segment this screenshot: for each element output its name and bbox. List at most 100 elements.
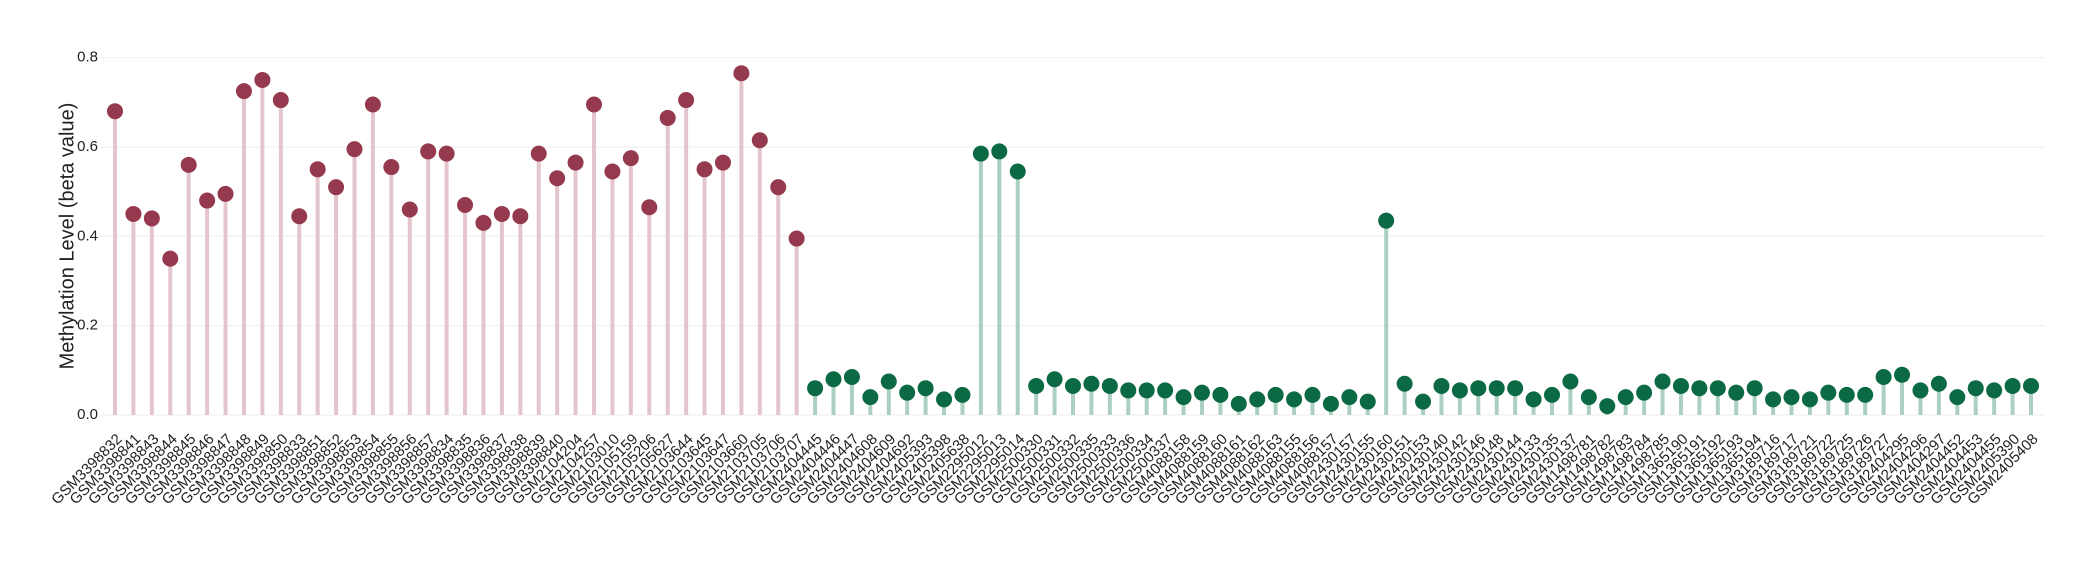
dot: [401, 201, 418, 218]
dot: [1304, 386, 1321, 403]
dot: [880, 373, 897, 390]
dot: [1967, 380, 1984, 397]
dot: [917, 380, 934, 397]
dot: [1322, 395, 1339, 412]
dot: [1046, 371, 1063, 388]
dot: [1415, 393, 1432, 410]
dot: [1396, 375, 1413, 392]
dot: [622, 150, 639, 167]
dot: [1009, 163, 1026, 180]
dot: [346, 141, 363, 158]
dot: [235, 83, 252, 100]
dot: [586, 96, 602, 113]
dot: [641, 199, 658, 216]
dot: [1820, 384, 1837, 401]
y-tick-label: 0.0: [77, 406, 98, 423]
dot: [2004, 377, 2021, 394]
dot: [1249, 391, 1266, 408]
dot: [1378, 212, 1395, 229]
dot: [457, 197, 474, 214]
dot: [936, 391, 953, 408]
dot: [1580, 389, 1597, 406]
dot: [1562, 373, 1579, 390]
dot: [438, 145, 455, 162]
dot: [1672, 377, 1689, 394]
dot: [125, 205, 142, 222]
dot: [1451, 382, 1468, 399]
dot: [1765, 391, 1782, 408]
dot: [1746, 380, 1763, 397]
y-tick-label: 0.6: [77, 138, 98, 155]
dot: [1138, 382, 1155, 399]
dot: [493, 205, 510, 222]
dot: [659, 109, 676, 126]
dot: [1507, 380, 1524, 397]
dot: [696, 161, 713, 178]
dot: [143, 210, 160, 227]
dot: [1875, 369, 1892, 386]
dot: [954, 386, 971, 403]
dot: [1930, 375, 1947, 392]
dot: [1175, 389, 1192, 406]
dot: [107, 103, 123, 120]
dot: [1709, 380, 1726, 397]
dot: [2023, 377, 2039, 394]
dot: [604, 163, 621, 180]
dot: [899, 384, 916, 401]
y-tick-label: 0.4: [77, 227, 98, 244]
dot: [1433, 377, 1450, 394]
dot: [199, 192, 216, 209]
dot: [364, 96, 381, 113]
dot: [328, 179, 345, 196]
dot: [475, 214, 492, 231]
dot: [1544, 386, 1560, 403]
dot: [217, 185, 234, 202]
dot: [1636, 384, 1653, 401]
dot: [1857, 386, 1874, 403]
y-tick-label: 0.8: [77, 49, 98, 66]
dot: [1083, 375, 1100, 392]
dot: [1230, 395, 1247, 412]
dot: [1101, 377, 1118, 394]
dot: [1157, 382, 1174, 399]
dot: [549, 170, 566, 187]
dot: [751, 132, 768, 149]
dot: [1599, 398, 1616, 415]
dot: [843, 369, 860, 386]
dot: [1728, 384, 1745, 401]
dot: [1691, 380, 1708, 397]
dot: [1894, 366, 1911, 383]
dot: [1949, 389, 1966, 406]
dot: [309, 161, 326, 178]
dot: [1801, 391, 1818, 408]
dot: [272, 92, 289, 109]
dot: [1065, 377, 1081, 394]
dot: [733, 65, 750, 82]
dot: [1341, 389, 1358, 406]
dot: [714, 154, 731, 171]
dot: [567, 154, 584, 171]
dot: [1359, 393, 1376, 410]
dot: [788, 230, 805, 247]
dot: [1120, 382, 1137, 399]
dot: [254, 71, 271, 88]
dot: [807, 380, 824, 397]
dot: [1617, 389, 1634, 406]
dot: [1986, 382, 2003, 399]
dot: [1028, 377, 1045, 394]
dot: [1212, 386, 1229, 403]
dot: [420, 143, 437, 160]
dot: [1267, 386, 1284, 403]
dot: [1470, 380, 1487, 397]
dot: [1525, 391, 1542, 408]
dot: [991, 143, 1008, 160]
dot: [1783, 389, 1800, 406]
dot: [862, 389, 879, 406]
dot: [1838, 386, 1855, 403]
dot: [678, 92, 695, 109]
dot: [825, 371, 842, 388]
dot: [770, 179, 787, 196]
dot: [291, 208, 308, 225]
dot: [1488, 380, 1505, 397]
